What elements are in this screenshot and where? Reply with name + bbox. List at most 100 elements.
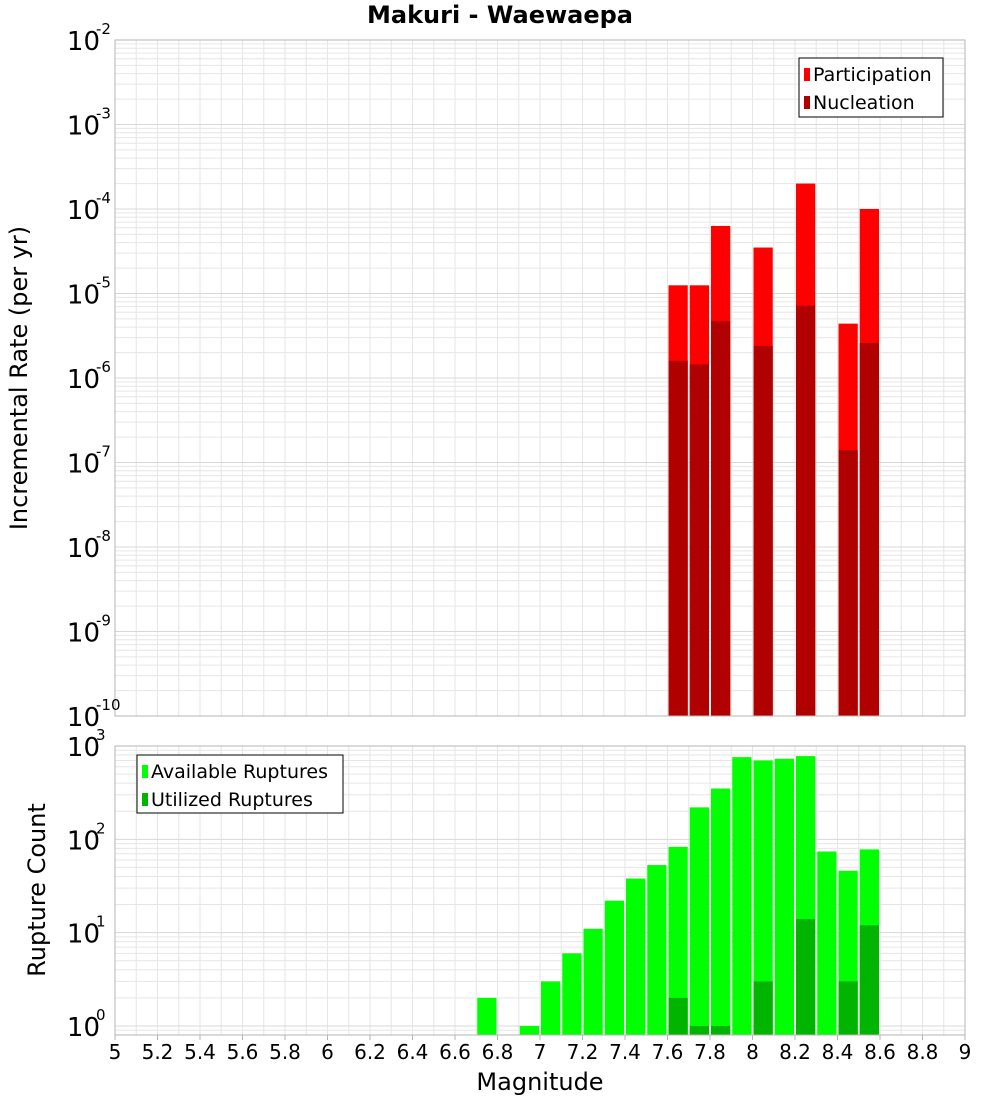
y-tick-label: 10 [67, 1013, 100, 1043]
legend-swatch [142, 793, 148, 806]
x-tick-label: 6.6 [439, 1040, 471, 1064]
bar-available-ruptures [583, 928, 603, 1035]
y-tick-label: 10 [67, 826, 100, 856]
y-tick-label: 10 [67, 534, 100, 564]
x-tick-label: 8.4 [822, 1040, 854, 1064]
y-tick-exponent: -9 [96, 612, 111, 630]
x-tick-label: 8.2 [779, 1040, 811, 1064]
x-tick-label: 5.4 [184, 1040, 216, 1064]
y-tick-label: 10 [67, 733, 100, 763]
x-tick-label: 8.6 [864, 1040, 896, 1064]
x-tick-label: 7.2 [567, 1040, 599, 1064]
x-tick-label: 9 [959, 1040, 972, 1064]
y-tick-exponent: 0 [96, 1006, 106, 1024]
bar-utilized-ruptures [711, 1025, 731, 1035]
bar-available-ruptures [647, 865, 667, 1035]
y-tick-label: 10 [67, 920, 100, 950]
bar-available-ruptures [477, 997, 497, 1035]
y-tick-label: 10 [67, 450, 100, 480]
y-tick-label: 10 [67, 196, 100, 226]
bar-available-ruptures [519, 1025, 539, 1035]
legend-box [136, 754, 344, 814]
legend-swatch [804, 96, 810, 109]
bottom-y-axis-label: Rupture Count [23, 803, 51, 977]
bar-available-ruptures [689, 807, 709, 1035]
bar-nucleation [859, 342, 879, 716]
bar-nucleation [753, 345, 773, 716]
bar-utilized-ruptures [668, 997, 688, 1035]
x-tick-label: 5 [109, 1040, 122, 1064]
y-tick-exponent: 1 [96, 913, 106, 931]
x-tick-label: 7.8 [694, 1040, 726, 1064]
bar-utilized-ruptures [753, 981, 773, 1035]
top-y-axis-label: Incremental Rate (per yr) [5, 226, 33, 530]
legend-label: Utilized Ruptures [151, 789, 313, 811]
bottom-plot-bars [477, 756, 879, 1035]
x-tick-label: 8.8 [907, 1040, 939, 1064]
y-tick-exponent: 2 [96, 819, 106, 837]
y-tick-label: 10 [67, 619, 100, 649]
bar-nucleation [796, 305, 816, 716]
legend-swatch [142, 765, 148, 778]
bar-available-ruptures [668, 846, 688, 1035]
y-tick-label: 10 [67, 365, 100, 395]
y-tick-exponent: -10 [96, 696, 121, 714]
y-tick-exponent: 3 [96, 726, 106, 744]
legend-label: Participation [813, 64, 932, 86]
bar-nucleation [668, 360, 688, 716]
x-tick-label: 5.2 [142, 1040, 174, 1064]
y-tick-exponent: -5 [96, 274, 111, 292]
bar-available-ruptures [562, 953, 582, 1035]
legend-swatch [804, 68, 810, 81]
top-plot-bars [668, 183, 879, 716]
bar-utilized-ruptures [689, 1025, 709, 1035]
bar-available-ruptures [732, 757, 752, 1035]
x-tick-label: 6.4 [397, 1040, 429, 1064]
bar-available-ruptures [604, 900, 624, 1035]
y-tick-exponent: -2 [96, 20, 111, 38]
x-tick-label: 6.2 [354, 1040, 386, 1064]
bar-available-ruptures [541, 981, 561, 1035]
x-tick-label: 6 [321, 1040, 334, 1064]
x-tick-label: 7 [534, 1040, 547, 1064]
x-tick-label: 5.6 [227, 1040, 259, 1064]
x-axis-label: Magnitude [476, 1068, 603, 1096]
bar-available-ruptures [711, 788, 731, 1035]
x-tick-label: 5.8 [269, 1040, 301, 1064]
x-tick-label: 6.8 [482, 1040, 514, 1064]
bar-available-ruptures [817, 851, 837, 1035]
bar-nucleation [689, 364, 709, 716]
top-plot-frame [114, 39, 966, 717]
y-tick-label: 10 [67, 27, 100, 57]
bar-utilized-ruptures [796, 919, 816, 1035]
y-tick-label: 10 [67, 703, 100, 733]
bar-nucleation [711, 321, 731, 716]
y-tick-label: 10 [67, 281, 100, 311]
x-tick-label: 8 [746, 1040, 759, 1064]
bar-available-ruptures [753, 760, 773, 1035]
y-tick-exponent: -4 [96, 189, 111, 207]
y-tick-exponent: -6 [96, 358, 111, 376]
bar-available-ruptures [774, 758, 794, 1035]
y-tick-exponent: -8 [96, 527, 111, 545]
legend-label: Available Ruptures [151, 761, 328, 783]
top-legend: Participation Nucleation [798, 57, 944, 118]
bar-available-ruptures [626, 878, 646, 1035]
y-tick-exponent: -3 [96, 105, 111, 123]
legend-box [798, 57, 944, 118]
bar-utilized-ruptures [838, 981, 858, 1035]
bar-utilized-ruptures [859, 925, 879, 1035]
x-tick-label: 7.4 [609, 1040, 641, 1064]
x-ticks: 5 5.2 5.4 5.6 5.8 6 6.2 6.4 6.6 6.8 7 7.2 7.4 7.6 7.8 8… [109, 1035, 972, 1064]
chart-title: Makuri - Waewaepa [367, 1, 633, 29]
x-tick-label: 7.6 [652, 1040, 684, 1064]
y-tick-exponent: -7 [96, 443, 111, 461]
legend-label: Nucleation [813, 92, 915, 114]
bar-nucleation [838, 450, 858, 716]
bottom-legend: Available Ruptures Utilized Ruptures [136, 754, 344, 814]
top-plot-grid [114, 39, 966, 717]
y-tick-label: 10 [67, 112, 100, 142]
